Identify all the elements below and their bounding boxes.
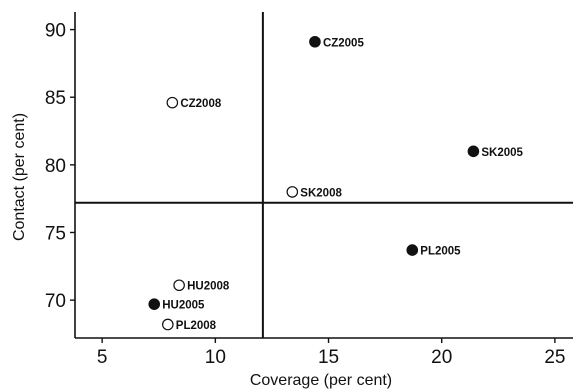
x-tick-label: 10 xyxy=(205,347,226,368)
point-label-cz2008: CZ2008 xyxy=(180,98,222,110)
y-ticks: 70 75 80 85 90 xyxy=(45,21,75,312)
point-label-sk2008: SK2008 xyxy=(300,187,342,199)
point-label-cz2005: CZ2005 xyxy=(323,37,365,49)
x-axis-label: Coverage (per cent) xyxy=(250,372,392,389)
point-label-hu2008: HU2008 xyxy=(187,281,230,293)
data-point-cz2008 xyxy=(166,96,179,109)
point-label-pl2008: PL2008 xyxy=(176,320,217,332)
x-ticks: 5 10 15 20 25 xyxy=(97,338,565,368)
y-axis-label: Contact (per cent) xyxy=(11,113,28,241)
data-point-sk2008 xyxy=(286,186,299,198)
reference-lines xyxy=(75,12,573,338)
data-point-cz2005 xyxy=(309,35,321,48)
y-tick-label: 90 xyxy=(45,21,66,42)
axes xyxy=(74,12,573,339)
x-tick-label: 25 xyxy=(544,347,565,368)
x-tick-label: 20 xyxy=(431,347,452,368)
y-tick-label: 85 xyxy=(45,88,66,109)
point-label-hu2005: HU2005 xyxy=(162,300,205,312)
data-point-pl2008 xyxy=(162,318,174,331)
x-tick-label: 5 xyxy=(97,347,108,368)
point-label-pl2005: PL2005 xyxy=(420,246,461,258)
data-point-pl2005 xyxy=(406,244,419,256)
y-tick-label: 70 xyxy=(45,291,66,312)
y-tick-label: 75 xyxy=(45,223,66,244)
y-tick-label: 80 xyxy=(45,156,66,177)
data-point-sk2005 xyxy=(467,145,480,158)
data-point-hu2005 xyxy=(148,298,161,310)
point-label-sk2005: SK2005 xyxy=(481,147,523,159)
data-points: CZ2005 CZ2008 SK2005 SK2008 PL2005 HU2008 HU20… xyxy=(148,35,524,332)
x-tick-label: 15 xyxy=(318,347,339,368)
data-point-hu2008 xyxy=(173,279,185,292)
